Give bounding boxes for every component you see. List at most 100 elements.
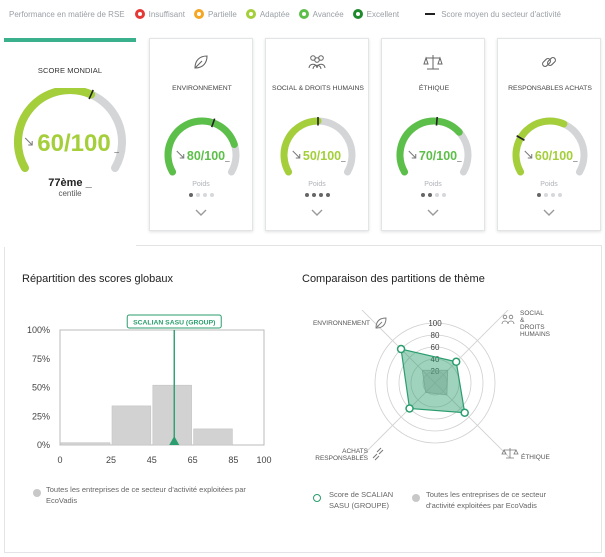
gauge-fill — [396, 117, 463, 176]
legend-dot-icon — [134, 9, 145, 19]
trend-arrow-icon — [176, 150, 185, 159]
legend-item-adapted: Adaptée — [245, 9, 290, 19]
tab-connector — [4, 244, 136, 247]
trend-arrow-icon — [292, 150, 301, 159]
y-tick-label: 100% — [27, 325, 50, 335]
histogram-bar — [60, 442, 111, 446]
histogram-legend-label: Toutes les entreprises de ce secteur d'a… — [46, 485, 246, 505]
weight-dots — [266, 193, 368, 197]
global-score-gauge: 60/100 _ — [14, 88, 126, 172]
radar-axis-label: ACHATS — [342, 448, 369, 455]
global-score-panel[interactable]: SCORE MONDIAL 60/100 _ 77ème _ centile — [4, 38, 136, 246]
company-marker-box — [126, 314, 222, 329]
chevron-down-icon[interactable] — [382, 209, 484, 217]
radar-legend-company: Score de SCALIAN SASU (GROUPE) — [329, 490, 394, 510]
radar-ring — [374, 322, 496, 444]
weight-dot — [427, 193, 432, 197]
radar-spoke — [360, 310, 509, 458]
charts-section — [4, 245, 602, 553]
legend-dot-icon — [352, 9, 363, 19]
gauge-score: 60/100 — [535, 149, 573, 163]
weight-label: Poids — [540, 181, 558, 188]
radar-ring — [398, 346, 472, 420]
y-tick-label: 75% — [32, 354, 50, 364]
legend-dot-icon — [245, 9, 256, 19]
radar-legend-sector-icon — [412, 494, 420, 502]
people-icon — [501, 314, 515, 325]
theme-title: SOCIAL & DROITS HUMAINS — [272, 85, 364, 92]
chevron-down-icon[interactable] — [150, 209, 252, 217]
gauge-fill — [280, 117, 322, 176]
histogram-bar — [193, 428, 233, 446]
theme-card-purchasing[interactable]: RESPONSABLES ACHATS 60/100 _ Poids — [497, 38, 601, 231]
legend-item-advanced: Avancée — [298, 9, 344, 19]
radar-tick-label: 60 — [431, 343, 440, 352]
weight-dot — [441, 193, 446, 197]
theme-gauge: 70/100 _ — [396, 117, 472, 176]
gauge-score: 70/100 — [419, 149, 457, 163]
theme-title: RESPONSABLES ACHATS — [508, 85, 592, 92]
balance-icon — [382, 53, 484, 71]
radar-legend-company-icon — [313, 494, 321, 502]
legend-item-insufficient: Insuffisant — [134, 9, 185, 19]
sector-average-marker — [210, 118, 216, 128]
link-icon — [372, 447, 384, 461]
theme-gauge: 50/100 _ — [280, 117, 356, 176]
chevron-down-icon[interactable] — [498, 209, 600, 217]
theme-title: ÉTHIQUE — [418, 85, 450, 92]
weight-dot — [434, 193, 439, 197]
radar-ring — [386, 334, 484, 432]
weight-dots — [498, 193, 600, 197]
weight-dot — [311, 193, 316, 197]
company-series-point — [405, 404, 414, 413]
radar-legend-sector: Toutes les entreprises de ce secteur d'a… — [426, 490, 547, 510]
theme-gauge: 80/100 _ — [164, 117, 240, 176]
y-tick-label: 50% — [32, 383, 50, 393]
sector-series-area — [421, 369, 449, 396]
legend-average-label: Score moyen du secteur d'activité — [441, 9, 561, 19]
theme-card-ethics[interactable]: ÉTHIQUE 70/100 _ Poids — [381, 38, 485, 231]
score-distribution-chart: 100% 75% 50% 25% 0% 0 25 45 65 85 100 SCALIAN SASU … — [27, 314, 272, 465]
radar-axis-label: ENVIRONNEMENT — [313, 320, 370, 327]
leaf-icon — [150, 53, 252, 71]
legend-item-partial: Partielle — [193, 9, 237, 19]
histogram-bar — [152, 384, 192, 446]
trend-arrow-icon — [524, 150, 533, 159]
radar-tick-label: 20 — [431, 367, 440, 376]
weight-dots — [382, 193, 484, 197]
global-score-title: SCORE MONDIAL — [37, 66, 103, 75]
trend-arrow-icon — [24, 137, 33, 146]
gauge-suffix: _ — [456, 153, 462, 162]
weight-dot — [420, 193, 425, 197]
legend-label: Adaptée — [259, 9, 290, 19]
radar-axis-label: RESPONSABLES — [315, 455, 368, 462]
radar-axis-label: SOCIAL — [520, 310, 544, 317]
weight-dot — [188, 193, 193, 197]
legend-title: Performance en matière de RSE — [9, 9, 125, 19]
gauge-fill — [14, 88, 96, 172]
radar-axis-label: HUMAINS — [520, 331, 551, 338]
radar-title: Comparaison des partitions de thème — [302, 273, 485, 285]
weight-dot — [557, 193, 562, 197]
weight-label: Poids — [308, 181, 326, 188]
theme-radar-chart: 100 80 60 40 20 ENVIRONNEMENT SOCIAL&DROITSHUM… — [313, 310, 551, 462]
radar-tick-label: 80 — [431, 331, 440, 340]
weight-dot — [195, 193, 200, 197]
company-series-point — [451, 357, 461, 367]
theme-card-environment[interactable]: ENVIRONNEMENT 80/100 _ Poids — [149, 38, 253, 231]
sector-average-marker — [88, 89, 94, 100]
gauge-suffix: _ — [113, 144, 119, 153]
chevron-down-icon[interactable] — [266, 209, 368, 217]
gauge-fill — [512, 117, 568, 176]
leaf-icon — [375, 317, 387, 329]
weight-dot — [550, 193, 555, 197]
radar-axis-label: & — [520, 317, 525, 324]
performance-legend: Performance en matière de RSE Insuffisan… — [0, 0, 605, 28]
y-tick-label: 25% — [32, 411, 50, 421]
legend-label: Excellent — [366, 9, 400, 19]
legend-label: Partielle — [207, 9, 237, 19]
trend-arrow-icon — [408, 150, 417, 159]
theme-card-social[interactable]: SOCIAL & DROITS HUMAINS 50/100 _ Poids — [265, 38, 369, 231]
radar-tick-label: 100 — [428, 319, 442, 328]
